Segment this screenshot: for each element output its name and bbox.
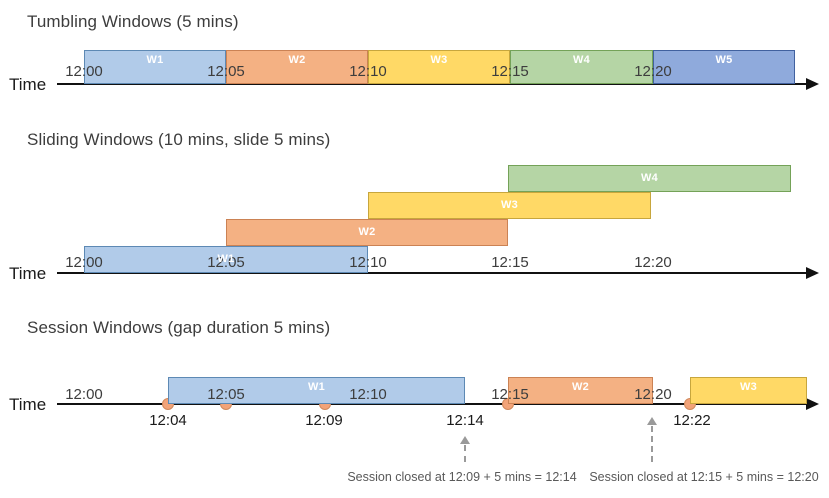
axis-tick-label: 12:00	[65, 63, 103, 80]
section-title-tumbling: Tumbling Windows (5 mins)	[27, 12, 239, 31]
window-box-sliding-w1	[84, 246, 368, 273]
window-box-sliding-w4	[508, 165, 791, 192]
axis-tick-label: 12:20	[634, 63, 672, 80]
window-box-session-w3	[690, 377, 807, 404]
section-title-session: Session Windows (gap duration 5 mins)	[27, 318, 331, 337]
window-box-tumbling-w4	[510, 50, 653, 84]
window-label-tumbling-w3: W3	[430, 54, 448, 66]
axis-tick-label: 12:15	[491, 386, 529, 403]
event-time-label: 12:04	[149, 412, 187, 429]
window-label-sliding-w2: W2	[358, 226, 376, 238]
window-label-tumbling-w1: W1	[146, 54, 164, 66]
window-label-tumbling-w5: W5	[715, 54, 733, 66]
axis-label-time-tumbling: Time	[9, 75, 47, 94]
event-time-label: 12:14	[446, 412, 484, 429]
window-box-sliding-w2	[226, 219, 508, 246]
window-label-session-w3: W3	[739, 381, 758, 393]
axis-label-time-session: Time	[9, 395, 47, 414]
axis-tick-label: 12:05	[207, 254, 245, 271]
section-title-sliding: Sliding Windows (10 mins, slide 5 mins)	[27, 130, 331, 149]
axis-tick-label: 12:20	[634, 386, 672, 403]
axis-arrowhead-sliding	[806, 267, 819, 279]
time-axis-session	[57, 403, 806, 405]
axis-label-time-sliding: Time	[9, 264, 47, 283]
window-label-sliding-w1: W1	[217, 253, 235, 265]
window-box-tumbling-w1	[84, 50, 226, 84]
window-label-tumbling-w2: W2	[288, 54, 306, 66]
window-box-tumbling-w2	[226, 50, 368, 84]
axis-tick-label: 12:05	[207, 386, 245, 403]
axis-tick-label: 12:15	[491, 254, 529, 271]
window-box-session-w2	[508, 377, 653, 404]
axis-arrowhead-tumbling	[806, 78, 819, 90]
event-time-label: 12:22	[673, 412, 711, 429]
time-axis-sliding	[57, 272, 806, 274]
axis-tick-label: 12:10	[349, 63, 387, 80]
axis-tick-label: 12:10	[349, 386, 387, 403]
axis-arrowhead-session	[806, 398, 819, 410]
window-label-session-w2: W2	[571, 381, 590, 393]
axis-tick-label: 12:00	[65, 386, 103, 403]
window-label-session-w1: W1	[307, 381, 326, 393]
annotation-text: Session closed at 12:09 + 5 mins = 12:14	[347, 470, 577, 484]
time-axis-tumbling	[57, 83, 806, 85]
axis-tick-label: 12:00	[65, 254, 103, 271]
window-label-sliding-w3: W3	[500, 199, 519, 211]
annotation-text: Session closed at 12:15 + 5 mins = 12:20	[589, 470, 819, 484]
window-label-sliding-w4: W4	[640, 172, 659, 184]
window-box-tumbling-w5	[653, 50, 795, 84]
annotation-arrow-stem	[651, 426, 653, 462]
window-box-sliding-w3	[368, 192, 651, 219]
annotation-arrow-stem	[464, 445, 466, 462]
event-time-label: 12:09	[305, 412, 343, 429]
axis-tick-label: 12:05	[207, 63, 245, 80]
axis-tick-label: 12:10	[349, 254, 387, 271]
annotation-arrow-icon	[460, 436, 470, 444]
axis-tick-label: 12:15	[491, 63, 529, 80]
window-label-tumbling-w4: W4	[572, 54, 591, 66]
window-box-tumbling-w3	[368, 50, 510, 84]
window-box-session-w1	[168, 377, 465, 404]
annotation-arrow-icon	[647, 417, 657, 425]
axis-tick-label: 12:20	[634, 254, 672, 271]
